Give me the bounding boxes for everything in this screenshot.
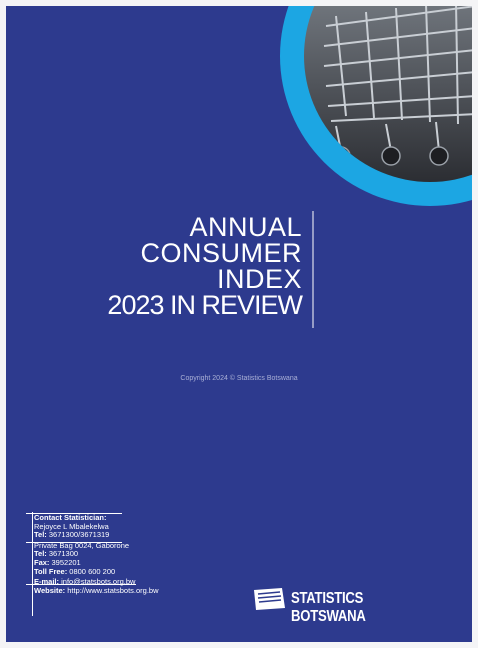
label: Tel: — [34, 530, 47, 540]
logo-text: STATISTICS BOTSWANA — [291, 590, 366, 625]
logo-icon — [254, 588, 285, 610]
contact-name: Rejoyce L Mbalekelwa — [34, 521, 109, 531]
label: Fax: — [34, 557, 50, 567]
value: 0800 600 200 — [69, 566, 116, 576]
title-line: CONSUMER — [140, 238, 302, 268]
title-line: INDEX — [216, 264, 302, 294]
rule — [32, 512, 33, 616]
label: Tel: — [34, 549, 47, 559]
cover-art — [280, 6, 472, 328]
cover-page: ANNUAL CONSUMER INDEX 2023 IN REVIEW Cop… — [6, 6, 472, 642]
address: Private Bag 0024, Gaborone — [34, 540, 130, 550]
value: info@statsbots.org.bw — [61, 577, 136, 587]
value: 3952201 — [51, 557, 81, 567]
rule — [26, 584, 136, 585]
copyright: Copyright 2024 © Statistics Botswana — [180, 375, 298, 382]
rule — [26, 513, 122, 514]
title-line: 2023 IN REVIEW — [107, 290, 303, 320]
label: Website: — [34, 585, 66, 595]
value: 3671300/3671319 — [48, 530, 110, 540]
label: Toll Free: — [34, 566, 68, 576]
value: http://www.statsbots.org.bw — [67, 585, 159, 595]
title-line: ANNUAL — [189, 212, 302, 242]
value: 3671300 — [48, 549, 79, 559]
contact-heading: Contact Statistician: — [34, 513, 107, 522]
label: E-mail: — [34, 577, 60, 587]
contact-block: Contact Statistician: Rejoyce L Mbalekel… — [34, 513, 159, 595]
rule — [26, 542, 122, 543]
